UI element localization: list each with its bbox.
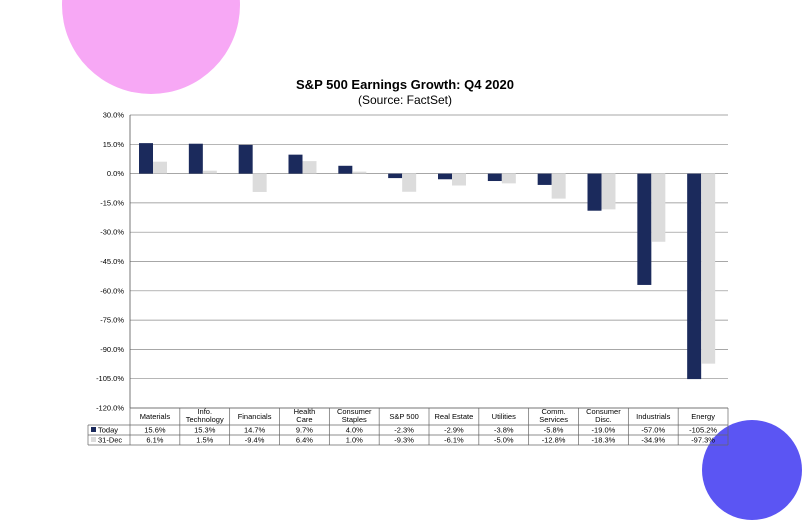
legend-swatch-1 (91, 437, 96, 442)
bar-today-4 (338, 165, 353, 174)
bar-31dec-10 (651, 173, 666, 242)
legend-label-1: 31-Dec (98, 436, 122, 445)
bar-today-2 (238, 144, 253, 174)
y-tick-label: 0.0% (107, 169, 124, 178)
bar-31dec-11 (701, 173, 716, 364)
value-label: -6.1% (444, 436, 464, 445)
category-label: Utilities (492, 412, 516, 421)
value-label: -97.3% (691, 436, 715, 445)
value-label: -19.0% (592, 426, 616, 435)
legend-label-0: Today (98, 426, 118, 435)
y-tick-label: 15.0% (103, 140, 125, 149)
value-label: 15.6% (144, 426, 166, 435)
y-tick-label: -30.0% (100, 228, 124, 237)
y-tick-label: 30.0% (103, 111, 125, 120)
chart-title: S&P 500 Earnings Growth: Q4 2020 (296, 77, 514, 92)
value-label: -3.8% (494, 426, 514, 435)
y-tick-label: -90.0% (100, 345, 124, 354)
y-tick-label: -60.0% (100, 286, 124, 295)
value-label: -2.3% (394, 426, 414, 435)
bar-today-1 (188, 143, 203, 174)
bar-31dec-7 (501, 173, 516, 184)
value-label: -2.9% (444, 426, 464, 435)
bar-today-3 (288, 154, 303, 174)
value-label: -9.4% (245, 436, 265, 445)
y-tick-label: -45.0% (100, 257, 124, 266)
bar-today-0 (139, 143, 153, 174)
category-label: Comm. (541, 407, 565, 416)
bar-today-5 (388, 173, 403, 179)
category-label: Energy (691, 412, 715, 421)
value-label: 15.3% (194, 426, 216, 435)
chart-subtitle: (Source: FactSet) (357, 93, 453, 107)
value-label: 9.7% (296, 426, 313, 435)
value-label: 1.5% (196, 436, 213, 445)
value-label: -5.0% (494, 436, 514, 445)
category-label: Consumer (586, 407, 621, 416)
y-tick-label: -75.0% (100, 316, 124, 325)
value-label: 14.7% (244, 426, 266, 435)
value-label: -5.8% (544, 426, 564, 435)
value-label: -18.3% (592, 436, 616, 445)
y-tick-label: -105.0% (96, 374, 124, 383)
bar-31dec-9 (601, 173, 616, 210)
value-label: 6.4% (296, 436, 313, 445)
value-label: 1.0% (346, 436, 363, 445)
data-table: Materials Info.Technology Financials Health… (87, 407, 729, 446)
bar-today-8 (537, 173, 552, 185)
bar-today-10 (637, 173, 652, 285)
bar-31dec-6 (452, 173, 466, 186)
category-label: Services (539, 415, 568, 424)
category-label: Materials (140, 412, 171, 421)
value-label: 4.0% (346, 426, 363, 435)
bars (139, 143, 716, 380)
legend-swatch-0 (91, 427, 96, 432)
bar-today-9 (587, 173, 602, 211)
category-label: Care (296, 415, 312, 424)
bar-31dec-4 (352, 171, 367, 174)
value-label: -34.9% (641, 436, 665, 445)
value-label: -12.8% (542, 436, 566, 445)
bar-31dec-3 (302, 161, 317, 174)
bar-today-7 (487, 173, 502, 182)
category-label: S&P 500 (389, 412, 418, 421)
category-label: Disc. (595, 415, 612, 424)
category-label: Info. (197, 407, 212, 416)
category-label: Technology (186, 415, 224, 424)
category-label: Real Estate (435, 412, 474, 421)
decorative-blue-circle (702, 420, 802, 520)
y-axis: 30.0% 15.0% 0.0% -15.0% -30.0% -45.0% -60.0% -7… (96, 111, 131, 413)
category-label: Financials (238, 412, 272, 421)
bar-31dec-5 (402, 173, 417, 192)
value-label: 6.1% (146, 436, 163, 445)
bar-31dec-2 (252, 173, 267, 192)
category-label: Staples (342, 415, 367, 424)
bar-31dec-8 (551, 173, 566, 199)
y-tick-label: -15.0% (100, 198, 124, 207)
bar-today-6 (438, 173, 452, 180)
gridlines (130, 114, 728, 409)
bar-today-11 (687, 173, 702, 380)
y-tick-label: -120.0% (96, 404, 124, 413)
bar-31dec-1 (202, 170, 217, 174)
value-label: -9.3% (394, 436, 414, 445)
bar-31dec-0 (153, 161, 167, 174)
category-label: Industrials (636, 412, 670, 421)
value-label: -105.2% (689, 426, 717, 435)
category-label: Consumer (337, 407, 372, 416)
value-label: -57.0% (641, 426, 665, 435)
category-label: Health (294, 407, 316, 416)
